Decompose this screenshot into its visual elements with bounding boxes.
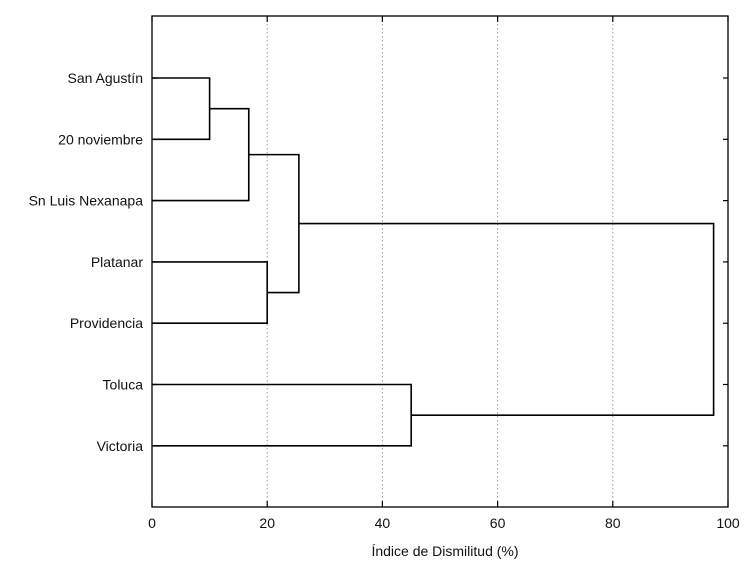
- x-axis-label: Índice de Dismilitud (%): [371, 543, 518, 559]
- leaf-label: 20 noviembre: [58, 131, 143, 147]
- x-tick-label: 100: [716, 515, 740, 531]
- dendrogram-link: [152, 107, 250, 202]
- axis-ticks: 0 20 40 60 80 100: [148, 16, 740, 531]
- x-tick-label: 60: [490, 515, 506, 531]
- x-tick-label: 80: [605, 515, 621, 531]
- leaf-labels: San Agustín 20 noviembre Sn Luis Nexanapa P…: [29, 70, 144, 454]
- leaf-label: Toluca: [103, 377, 144, 393]
- leaf-label: Sn Luis Nexanapa: [29, 193, 144, 209]
- dendrogram-link: [152, 261, 268, 324]
- leaf-label: San Agustín: [67, 70, 143, 86]
- dendrogram-link: [152, 77, 211, 141]
- dendrogram-links: [152, 77, 715, 447]
- leaf-label: Platanar: [91, 254, 143, 270]
- x-tick-label: 0: [148, 515, 156, 531]
- dendrogram-link: [248, 153, 300, 294]
- grid-lines: [266, 16, 614, 507]
- leaf-label: Providencia: [70, 315, 143, 331]
- x-tick-label: 40: [375, 515, 391, 531]
- dendrogram-link: [298, 222, 715, 416]
- dendrogram-link: [152, 383, 412, 447]
- x-tick-label: 20: [259, 515, 275, 531]
- leaf-label: Victoria: [97, 438, 144, 454]
